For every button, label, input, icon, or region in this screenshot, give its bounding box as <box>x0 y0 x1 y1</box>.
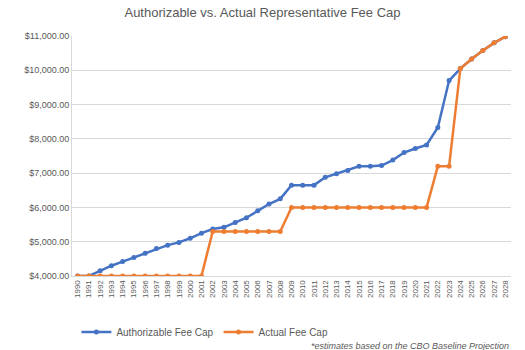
svg-text:1991: 1991 <box>84 280 93 298</box>
svg-text:1999: 1999 <box>175 280 184 298</box>
svg-text:1996: 1996 <box>141 280 150 298</box>
svg-text:2006: 2006 <box>253 280 262 298</box>
svg-text:2009: 2009 <box>287 280 296 298</box>
svg-text:2014: 2014 <box>343 280 352 298</box>
svg-text:2019: 2019 <box>400 280 409 298</box>
svg-text:2021: 2021 <box>422 280 431 298</box>
svg-text:$5,000.00: $5,000.00 <box>29 237 69 247</box>
svg-text:2028: 2028 <box>501 280 510 298</box>
svg-text:1998: 1998 <box>163 280 172 298</box>
svg-text:2011: 2011 <box>310 280 319 298</box>
svg-text:$8,000.00: $8,000.00 <box>29 134 69 144</box>
svg-text:2013: 2013 <box>332 280 341 298</box>
svg-text:Authorizable Fee Cap: Authorizable Fee Cap <box>116 327 213 338</box>
svg-text:$10,000.00: $10,000.00 <box>24 65 69 75</box>
svg-text:2023: 2023 <box>445 280 454 298</box>
svg-text:$4,000.00: $4,000.00 <box>29 271 69 281</box>
svg-text:2027: 2027 <box>490 280 499 298</box>
svg-text:2018: 2018 <box>388 280 397 298</box>
svg-text:2002: 2002 <box>208 280 217 298</box>
svg-text:2017: 2017 <box>377 280 386 298</box>
svg-text:1995: 1995 <box>130 280 139 298</box>
svg-text:2016: 2016 <box>366 280 375 298</box>
svg-text:2007: 2007 <box>265 280 274 298</box>
svg-text:2024: 2024 <box>456 280 465 298</box>
svg-text:$9,000.00: $9,000.00 <box>29 100 69 110</box>
svg-text:1990: 1990 <box>73 280 82 298</box>
svg-text:1992: 1992 <box>96 280 105 298</box>
svg-text:2004: 2004 <box>231 280 240 298</box>
svg-text:1994: 1994 <box>118 280 127 298</box>
svg-text:2012: 2012 <box>321 280 330 298</box>
svg-text:2025: 2025 <box>467 280 476 298</box>
svg-text:$7,000.00: $7,000.00 <box>29 168 69 178</box>
svg-text:2026: 2026 <box>478 280 487 298</box>
svg-text:2020: 2020 <box>411 280 420 298</box>
svg-text:1993: 1993 <box>107 280 116 298</box>
svg-text:$11,000.00: $11,000.00 <box>25 31 69 41</box>
svg-text:Actual Fee Cap: Actual Fee Cap <box>259 327 328 338</box>
svg-text:2008: 2008 <box>276 280 285 298</box>
svg-text:2000: 2000 <box>186 280 195 298</box>
svg-text:2015: 2015 <box>355 280 364 298</box>
svg-text:2005: 2005 <box>242 280 251 298</box>
svg-text:2010: 2010 <box>298 280 307 298</box>
svg-text:2022: 2022 <box>433 280 442 298</box>
svg-text:1997: 1997 <box>152 280 161 298</box>
svg-text:2001: 2001 <box>197 280 206 298</box>
svg-text:Authorizable vs. Actual Repres: Authorizable vs. Actual Representative F… <box>124 5 400 20</box>
svg-text:*estimates based on the CBO Ba: *estimates based on the CBO Baseline Pro… <box>311 341 509 350</box>
svg-text:$6,000.00: $6,000.00 <box>29 203 69 213</box>
svg-text:2003: 2003 <box>220 280 229 298</box>
